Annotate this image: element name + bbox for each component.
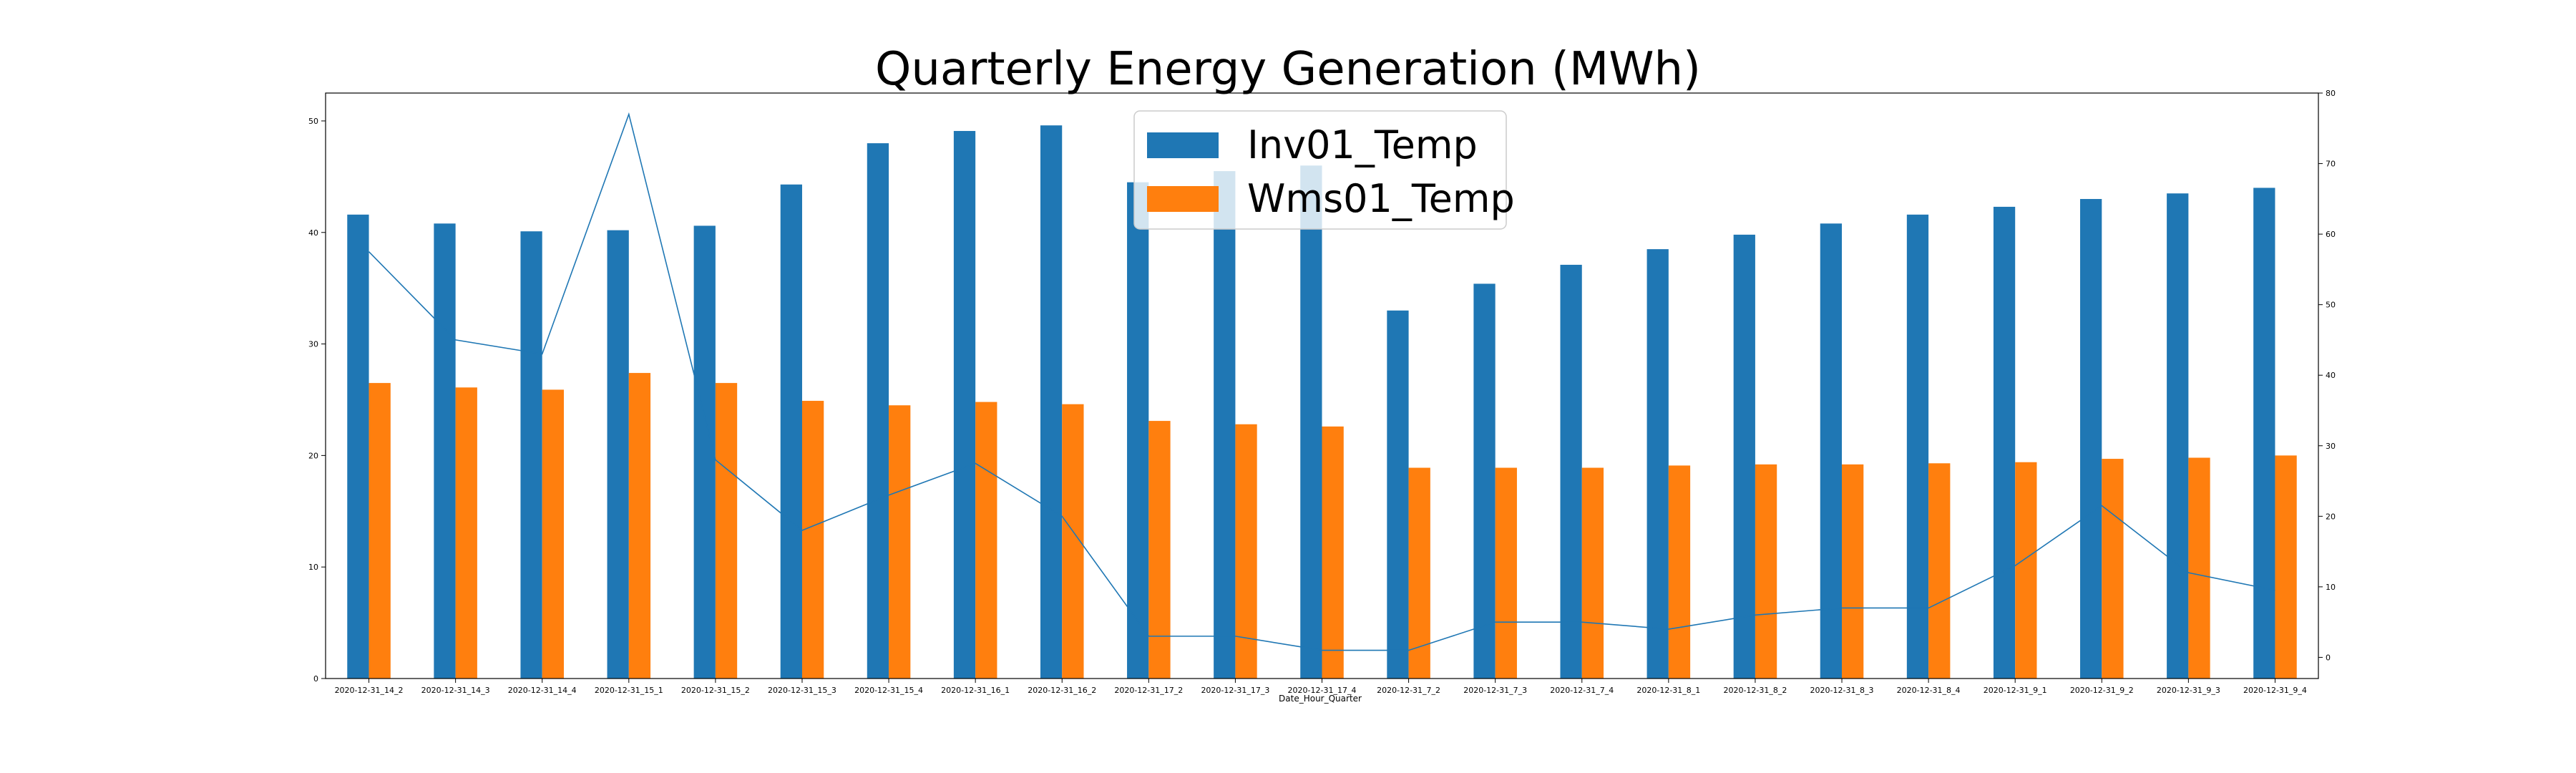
bar-inv01-temp — [1646, 249, 1669, 679]
bar-inv01-temp — [953, 130, 976, 679]
x-tick-label: 2020-12-31_17_4 — [1288, 686, 1357, 695]
x-axis-label: Date_Hour_Quarter — [1279, 694, 1362, 704]
y-tick-label: 20 — [308, 451, 318, 460]
x-tick-label: 2020-12-31_15_4 — [854, 686, 923, 695]
x-tick-label: 2020-12-31_9_1 — [1984, 686, 2047, 695]
bar-wms01-temp — [2188, 457, 2210, 679]
legend-label: Wms01_Temp — [1247, 176, 1515, 221]
bar-wms01-temp — [628, 373, 651, 679]
bar-inv01-temp — [434, 223, 456, 679]
x-tick-label: 2020-12-31_14_3 — [421, 686, 490, 695]
x-tick-label: 2020-12-31_16_1 — [941, 686, 1010, 695]
x-tick-label: 2020-12-31_14_4 — [508, 686, 577, 695]
bar-inv01-temp — [867, 143, 889, 679]
legend-label: Inv01_Temp — [1247, 122, 1478, 167]
bar-inv01-temp — [1473, 283, 1496, 679]
bar-inv01-temp — [780, 184, 802, 679]
bar-inv01-temp — [1387, 310, 1409, 679]
y2-tick-label: 0 — [2326, 653, 2331, 662]
bar-wms01-temp — [1408, 467, 1430, 679]
bar-wms01-temp — [975, 402, 997, 679]
bar-inv01-temp — [1820, 223, 1843, 679]
legend: Inv01_Temp Wms01_Temp — [1133, 110, 1515, 230]
bar-inv01-temp — [347, 214, 369, 679]
x-tick-label: 2020-12-31_7_3 — [1463, 686, 1527, 695]
x-tick-label: 2020-12-31_9_2 — [2070, 686, 2134, 695]
y2-tick-label: 20 — [2326, 512, 2336, 521]
bar-wms01-temp — [1495, 467, 1517, 679]
x-tick-label: 2020-12-31_17_3 — [1201, 686, 1269, 695]
bar-inv01-temp — [2253, 188, 2275, 679]
x-tick-label: 2020-12-31_9_3 — [2157, 686, 2220, 695]
bar-inv01-temp — [1993, 206, 2016, 679]
x-tick-label: 2020-12-31_8_4 — [1897, 686, 1961, 695]
bar-wms01-temp — [801, 401, 824, 679]
bar-inv01-temp — [693, 225, 716, 679]
x-tick-label: 2020-12-31_8_2 — [1723, 686, 1787, 695]
bar-wms01-temp — [2275, 455, 2297, 679]
y-tick-label: 50 — [308, 117, 318, 126]
bar-layer — [347, 125, 2297, 679]
y2-tick-label: 70 — [2326, 160, 2336, 169]
y2-tick-label: 30 — [2326, 442, 2336, 451]
bar-wms01-temp — [1581, 467, 1604, 679]
x-tick-label: 2020-12-31_15_3 — [768, 686, 836, 695]
y-axis-left: 0 10 20 30 40 50 — [308, 117, 326, 684]
bar-inv01-temp — [2167, 193, 2189, 679]
bar-wms01-temp — [1928, 463, 1951, 679]
bar-wms01-temp — [1235, 424, 1257, 679]
x-tick-label: 2020-12-31_14_2 — [335, 686, 404, 695]
bar-wms01-temp — [1322, 426, 1344, 679]
y-tick-label: 40 — [308, 228, 318, 238]
x-axis: 2020-12-31_14_2 2020-12-31_14_3 2020-12-31… — [335, 679, 2307, 695]
bar-inv01-temp — [1560, 264, 1582, 679]
y-tick-label: 30 — [308, 340, 318, 349]
bar-wms01-temp — [2102, 459, 2124, 679]
y2-tick-label: 60 — [2326, 230, 2336, 239]
bar-wms01-temp — [715, 383, 738, 679]
legend-swatch — [1147, 132, 1219, 158]
x-tick-label: 2020-12-31_15_2 — [681, 686, 750, 695]
bar-wms01-temp — [2015, 462, 2037, 679]
chart-title: Quarterly Energy Generation (MWh) — [875, 43, 1701, 96]
x-tick-label: 2020-12-31_7_4 — [1550, 686, 1614, 695]
line-layer — [368, 112, 2275, 651]
y2-tick-label: 80 — [2326, 89, 2336, 98]
bar-inv01-temp — [1300, 165, 1322, 679]
legend-box — [1133, 110, 1507, 230]
bar-wms01-temp — [1668, 465, 1691, 679]
x-tick-label: 2020-12-31_8_3 — [1810, 686, 1874, 695]
bar-wms01-temp — [369, 383, 391, 679]
bar-wms01-temp — [1842, 464, 1864, 679]
bar-inv01-temp — [1127, 182, 1149, 679]
y-axis-right: 0 10 20 30 40 50 60 70 80 — [2318, 89, 2336, 662]
y2-tick-label: 40 — [2326, 371, 2336, 380]
bar-inv01-temp — [520, 231, 542, 679]
bar-inv01-temp — [1733, 234, 1755, 679]
x-tick-label: 2020-12-31_16_2 — [1028, 686, 1096, 695]
bar-wms01-temp — [889, 405, 911, 679]
bar-inv01-temp — [1906, 214, 1929, 679]
x-tick-label: 2020-12-31_8_1 — [1636, 686, 1700, 695]
y-tick-label: 10 — [308, 563, 318, 572]
bar-inv01-temp — [607, 230, 629, 679]
bar-inv01-temp — [1214, 171, 1236, 679]
x-tick-label: 2020-12-31_15_1 — [595, 686, 663, 695]
bar-wms01-temp — [1755, 464, 1777, 679]
bar-wms01-temp — [1148, 421, 1171, 679]
y2-tick-label: 10 — [2326, 583, 2336, 592]
bar-wms01-temp — [455, 387, 477, 679]
bar-wms01-temp — [542, 389, 564, 679]
y-tick-label: 0 — [313, 674, 318, 684]
bar-inv01-temp — [1040, 125, 1063, 679]
x-tick-label: 2020-12-31_9_4 — [2243, 686, 2307, 695]
bar-inv01-temp — [2080, 199, 2102, 679]
x-tick-label: 2020-12-31_7_2 — [1377, 686, 1440, 695]
x-tick-label: 2020-12-31_17_2 — [1114, 686, 1183, 695]
legend-swatch — [1147, 186, 1219, 212]
y2-tick-label: 50 — [2326, 301, 2336, 310]
